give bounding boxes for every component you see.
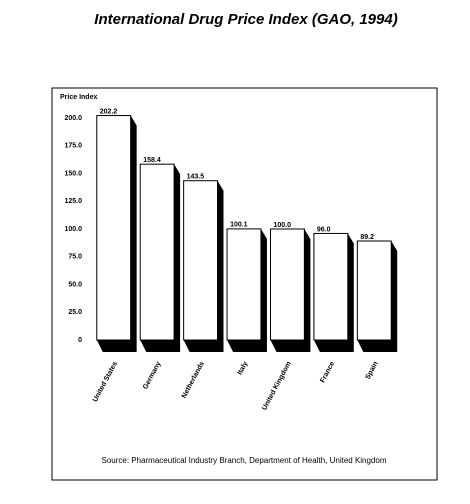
- bar: [356, 240, 392, 341]
- value-label: 143.5: [187, 174, 205, 181]
- bar: [313, 232, 349, 341]
- y-tick-label: 25.0: [68, 309, 82, 316]
- y-tick-label: 50.0: [68, 281, 82, 288]
- bar: [226, 228, 262, 341]
- x-tick-label: Spain: [365, 361, 380, 381]
- y-tick-label: 100.0: [64, 226, 82, 233]
- value-label: 158.4: [143, 157, 161, 164]
- chart-frame: [51, 87, 438, 481]
- y-tick-label: 125.0: [64, 198, 82, 205]
- x-tick-label: United States: [92, 360, 119, 403]
- x-tick-label: Netherlands: [181, 360, 206, 399]
- bar: [183, 180, 219, 341]
- x-tick-label: Germany: [142, 360, 162, 390]
- x-tick-label: Italy: [237, 360, 250, 376]
- y-tick-label: 200.0: [64, 115, 82, 122]
- value-label: 202.2: [100, 108, 118, 115]
- y-tick-label: 150.0: [64, 170, 82, 177]
- value-label: 89.2: [360, 234, 374, 241]
- value-label: 100.1: [230, 222, 248, 229]
- bar: [139, 163, 175, 341]
- chart-title: International Drug Price Index (GAO, 199…: [94, 11, 397, 28]
- bar: [96, 115, 132, 341]
- y-axis-label: Price Index: [60, 94, 97, 101]
- value-label: 100.0: [273, 222, 291, 229]
- x-tick-label: United Kingdom: [261, 361, 293, 412]
- bar: [269, 228, 305, 341]
- y-tick-label: 175.0: [64, 143, 82, 150]
- x-tick-label: France: [319, 360, 336, 384]
- value-label: 96.0: [317, 226, 331, 233]
- y-tick-label: 75.0: [68, 254, 82, 261]
- source-note: Source: Pharmaceutical Industry Branch, …: [101, 456, 386, 465]
- y-tick-label: 0: [78, 337, 82, 344]
